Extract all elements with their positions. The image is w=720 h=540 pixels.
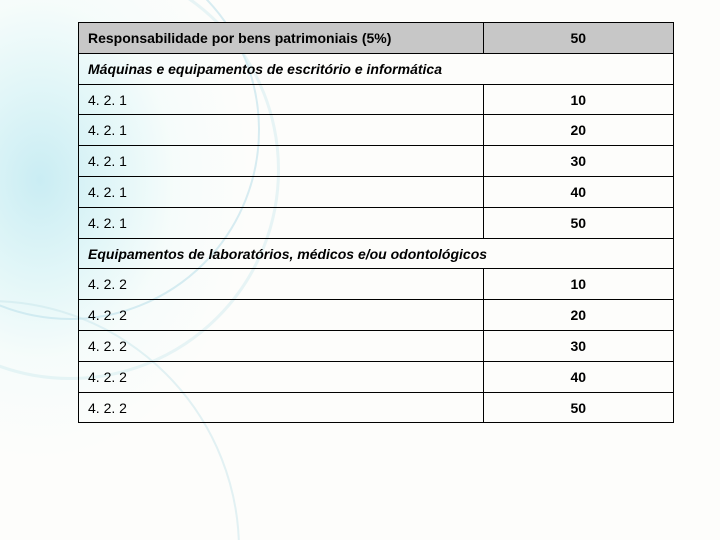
value-cell: 30 [483,146,673,177]
code-cell: 4. 2. 2 [79,392,484,423]
value-cell: 10 [483,269,673,300]
value-cell: 30 [483,330,673,361]
code-cell: 4. 2. 1 [79,115,484,146]
header-cell-right: 50 [483,23,673,54]
value-cell: 40 [483,361,673,392]
value-cell: 10 [483,84,673,115]
table-row: 4. 2. 1 20 [79,115,674,146]
table-row: 4. 2. 1 10 [79,84,674,115]
table-row: 4. 2. 2 20 [79,300,674,331]
code-cell: 4. 2. 2 [79,300,484,331]
data-table: Responsabilidade por bens patrimoniais (… [78,22,674,423]
table-row: 4. 2. 2 50 [79,392,674,423]
value-cell: 50 [483,392,673,423]
value-cell: 40 [483,176,673,207]
header-cell-left: Responsabilidade por bens patrimoniais (… [79,23,484,54]
section-cell: Máquinas e equipamentos de escritório e … [79,53,674,84]
code-cell: 4. 2. 1 [79,146,484,177]
table-section-row: Máquinas e equipamentos de escritório e … [79,53,674,84]
code-cell: 4. 2. 2 [79,361,484,392]
value-cell: 20 [483,115,673,146]
table-row: 4. 2. 2 10 [79,269,674,300]
code-cell: 4. 2. 2 [79,330,484,361]
code-cell: 4. 2. 1 [79,176,484,207]
table-row: 4. 2. 1 30 [79,146,674,177]
value-cell: 20 [483,300,673,331]
table-row: 4. 2. 1 50 [79,207,674,238]
table-row: 4. 2. 1 40 [79,176,674,207]
value-cell: 50 [483,207,673,238]
table-header-row: Responsabilidade por bens patrimoniais (… [79,23,674,54]
table-container: Responsabilidade por bens patrimoniais (… [78,22,674,423]
section-cell: Equipamentos de laboratórios, médicos e/… [79,238,674,269]
table-row: 4. 2. 2 30 [79,330,674,361]
table-row: 4. 2. 2 40 [79,361,674,392]
code-cell: 4. 2. 1 [79,84,484,115]
table-section-row: Equipamentos de laboratórios, médicos e/… [79,238,674,269]
code-cell: 4. 2. 1 [79,207,484,238]
code-cell: 4. 2. 2 [79,269,484,300]
